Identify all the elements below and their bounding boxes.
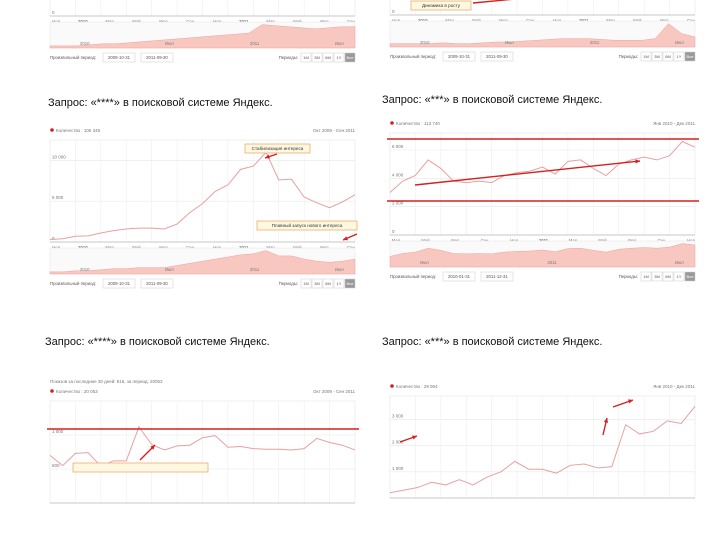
y-tick-label: 500 bbox=[52, 463, 60, 468]
legend-label: Количество : 113 740 bbox=[396, 121, 440, 126]
custom-period-label: Произвольный период: bbox=[390, 54, 436, 59]
navigator-label: 2011 bbox=[590, 40, 600, 45]
date-range-label: Окт 2009 - Сен 2011 bbox=[313, 389, 356, 394]
y-tick-label: 2 000 bbox=[392, 440, 404, 445]
period-summary: Показов за последние 30 дней: 816, за пе… bbox=[50, 378, 163, 384]
annotation-box bbox=[73, 463, 208, 472]
date-to-value: 2011-09-30 bbox=[146, 55, 168, 60]
period-button-label: 1M bbox=[643, 54, 649, 59]
y-tick-label: 3 000 bbox=[392, 414, 404, 419]
period-button-label: Все bbox=[687, 54, 695, 59]
period-button-label: 6M bbox=[665, 274, 671, 279]
legend-marker-icon bbox=[50, 389, 54, 393]
navigator-label: Июл bbox=[675, 260, 684, 265]
custom-period-label: Произвольный период: bbox=[390, 274, 436, 279]
periods-label: Периоды: bbox=[279, 55, 298, 60]
navigator-label: Июл bbox=[505, 40, 514, 45]
annotation-text: Стабилизация интереса bbox=[252, 146, 304, 151]
chart-panel-bottom-left: Показов за последние 30 дней: 816, за пе… bbox=[45, 385, 360, 560]
navigator-label: 2011 bbox=[548, 260, 558, 265]
query-heading: Запрос: «****» в поисковой системе Яндек… bbox=[48, 97, 273, 109]
navigator-label: Июл bbox=[335, 41, 344, 46]
date-range-label: Янв 2010 - Дек 2011 bbox=[653, 384, 695, 389]
navigator-label: 2010 bbox=[80, 41, 90, 46]
navigator-label: 2011 bbox=[250, 267, 260, 272]
date-from-value: 2010-01-31 bbox=[448, 274, 471, 279]
period-button-label: 1Y bbox=[337, 55, 342, 60]
chart-svg: Количество : 29 904 Янв 2010 - Дек 2011 1 … bbox=[385, 380, 700, 555]
navigator-label: Июл bbox=[165, 267, 174, 272]
query-heading: Запрос: «***» в поисковой системе Яндекс… bbox=[382, 336, 602, 348]
date-from-value: 2009-10-31 bbox=[108, 55, 131, 60]
query-heading: Запрос: «****» в поисковой системе Яндек… bbox=[45, 336, 270, 348]
legend-marker-icon bbox=[390, 121, 394, 125]
navigator-label: 2010 bbox=[80, 267, 90, 272]
custom-period-label: Произвольный период: bbox=[50, 55, 96, 60]
period-button-label: 3M bbox=[654, 54, 660, 59]
period-button-label: 1Y bbox=[677, 54, 682, 59]
navigator-label: Июл bbox=[335, 267, 344, 272]
legend-label: Количество : 29 904 bbox=[396, 384, 438, 389]
period-button-label: 1M bbox=[303, 281, 309, 286]
date-from-value: 2009-10-31 bbox=[448, 54, 471, 59]
navigator-label: Июл bbox=[420, 260, 429, 265]
periods-label: Периоды: bbox=[279, 281, 298, 286]
y-tick-label: 4 000 bbox=[392, 172, 404, 177]
period-button-label: 1Y bbox=[337, 281, 342, 286]
date-range-label: Янв 2010 - Дек 2011 bbox=[653, 121, 695, 126]
navigator-label: Июл bbox=[675, 40, 684, 45]
date-from-value: 2009-10-31 bbox=[108, 281, 131, 286]
legend-label: Количество : 20 053 bbox=[56, 389, 98, 394]
period-button-label: 1M bbox=[643, 274, 649, 279]
date-to-value: 2011-09-30 bbox=[486, 54, 508, 59]
y-tick-label: 10 000 bbox=[52, 154, 66, 159]
period-button-label: 3M bbox=[314, 281, 320, 286]
period-button-label: Все bbox=[347, 281, 355, 286]
legend-marker-icon bbox=[50, 128, 54, 132]
navigator-label: 2010 bbox=[420, 40, 430, 45]
period-button-label: Все bbox=[687, 274, 695, 279]
period-button-label: 6M bbox=[325, 55, 331, 60]
periods-label: Периоды: bbox=[619, 274, 638, 279]
navigator-label: 2011 bbox=[250, 41, 260, 46]
date-to-value: 2011-12-31 bbox=[486, 274, 508, 279]
date-to-value: 2011-09-30 bbox=[146, 281, 168, 286]
navigator-label: Июл bbox=[165, 41, 174, 46]
legend-label: Количество : 106 346 bbox=[56, 128, 101, 133]
period-button-label: 1Y bbox=[677, 274, 682, 279]
period-button-label: 6M bbox=[665, 54, 671, 59]
custom-period-label: Произвольный период: bbox=[50, 281, 96, 286]
period-button-label: 3M bbox=[314, 55, 320, 60]
periods-label: Периоды: bbox=[619, 54, 638, 59]
chart-panel-bottom-right: Количество : 29 904 Янв 2010 - Дек 2011 1 … bbox=[385, 380, 700, 555]
y-tick-label: 1 000 bbox=[392, 466, 404, 471]
query-heading: Запрос: «***» в поисковой системе Яндекс… bbox=[382, 94, 602, 106]
period-button-label: 6M bbox=[325, 281, 331, 286]
date-range-label: Окт 2009 - Сен 2011 bbox=[313, 128, 356, 133]
annotation-text: Динамика в росту bbox=[422, 3, 461, 8]
chart-svg: Показов за последние 30 дней: 816, за пе… bbox=[45, 385, 360, 560]
y-tick-label: 6 000 bbox=[392, 144, 404, 149]
period-button-label: 3M bbox=[654, 274, 660, 279]
annotation-text: Плавный запуск нового интереса bbox=[272, 222, 343, 228]
y-tick-label: 5 000 bbox=[52, 195, 64, 200]
period-button-label: 1M bbox=[303, 55, 309, 60]
chart-panel-top-right: Количество : 42 310Окт 2009 - Сен 20110Н… bbox=[385, 0, 700, 72]
legend-marker-icon bbox=[390, 384, 394, 388]
period-button-label: Все bbox=[347, 55, 355, 60]
chart-svg: Количество : 42 310Окт 2009 - Сен 20110Н… bbox=[385, 0, 700, 72]
